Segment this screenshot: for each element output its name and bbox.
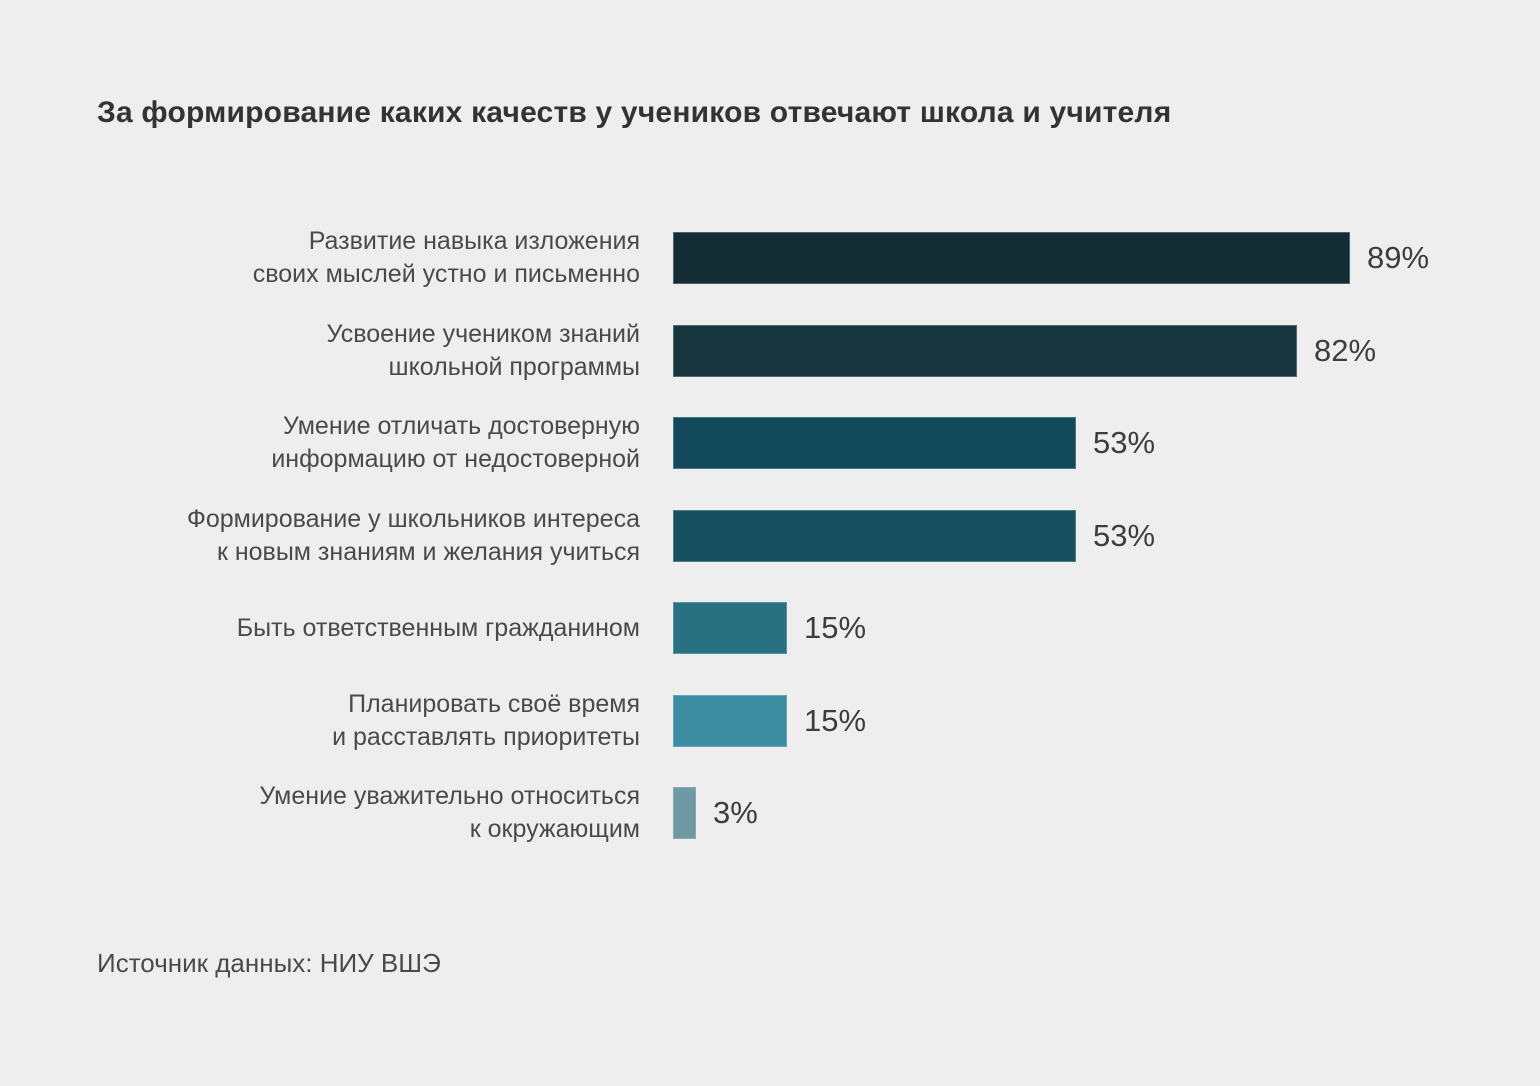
bar (673, 787, 696, 840)
chart-title: За формирование каких качеств у учеников… (97, 96, 1172, 129)
bar (673, 324, 1297, 377)
bar (673, 694, 787, 747)
value-label: 15% (804, 610, 867, 646)
bar (673, 509, 1076, 562)
bar-row: Формирование у школьников интереса к новы… (0, 490, 1540, 583)
bar-row: Развитие навыка изложения своих мыслей ус… (0, 212, 1540, 305)
value-label: 89% (1367, 240, 1430, 276)
bar-chart: Развитие навыка изложения своих мыслей ус… (0, 212, 1540, 860)
value-label: 3% (713, 795, 758, 831)
value-label: 53% (1093, 517, 1156, 553)
bar-row: Быть ответственным гражданином 15% (0, 582, 1540, 675)
category-label: Умение уважительно относиться к окружающи… (259, 782, 640, 844)
bar-row: Планировать своё время и расставлять прио… (0, 675, 1540, 768)
value-label: 53% (1093, 425, 1156, 461)
value-label: 82% (1314, 332, 1377, 368)
value-label: 15% (804, 702, 867, 738)
category-label: Умение отличать достоверную информацию от… (271, 412, 640, 474)
bar (673, 602, 787, 655)
category-label: Быть ответственным гражданином (236, 613, 640, 642)
category-label: Формирование у школьников интереса к новы… (186, 504, 640, 566)
bar-row: Умение отличать достоверную информацию от… (0, 397, 1540, 490)
bar (673, 417, 1076, 470)
source-note: Источник данных: НИУ ВШЭ (97, 948, 441, 978)
category-label: Развитие навыка изложения своих мыслей ус… (252, 227, 640, 289)
bar-row: Умение уважительно относиться к окружающи… (0, 767, 1540, 860)
category-label: Усвоение учеником знаний школьной програм… (326, 319, 640, 381)
bar (673, 232, 1350, 285)
category-label: Планировать своё время и расставлять прио… (332, 689, 640, 751)
bar-row: Усвоение учеником знаний школьной програм… (0, 305, 1540, 398)
